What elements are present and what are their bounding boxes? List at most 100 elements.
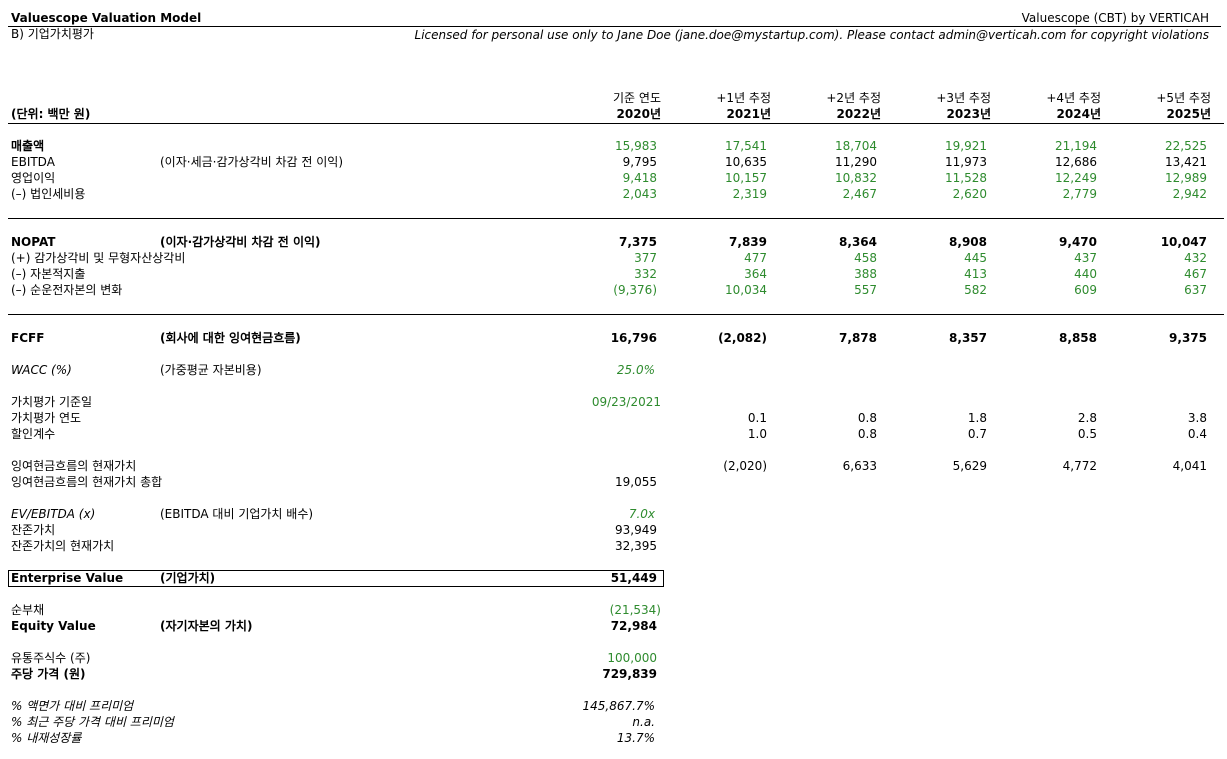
pv-fcff-label: 잉여현금흐름의 현재가치 (11, 459, 137, 473)
table-cell: 582 (964, 283, 987, 297)
ev-ebitda-label: EV/EBITDA (x) (11, 507, 96, 521)
table-cell: 2,043 (622, 187, 657, 201)
table-cell: 19,921 (945, 139, 987, 153)
table-cell: 9,795 (622, 155, 657, 169)
valuation-date-value: 09/23/2021 (591, 395, 661, 409)
table-cell: 432 (1184, 251, 1207, 265)
divider (8, 218, 1224, 219)
valuation-year-label: 가치평가 연도 (11, 411, 82, 425)
section-title: B) 기업가치평가 (11, 27, 94, 41)
row-label: EBITDA (11, 155, 55, 169)
table-cell: 9,375 (1169, 331, 1207, 345)
premium-par-value: 145,867.7% (582, 699, 655, 713)
table-cell: 17,541 (725, 139, 767, 153)
table-cell: 10,635 (725, 155, 767, 169)
table-cell: 8,364 (839, 235, 877, 249)
table-cell: 9,470 (1059, 235, 1097, 249)
col-header-top: +5년 추정 (1156, 91, 1211, 105)
table-cell: 557 (854, 283, 877, 297)
irr-label: % 내재성장률 (11, 731, 82, 745)
unit-label: (단위: 백만 원) (11, 107, 91, 121)
table-cell: 2,319 (732, 187, 767, 201)
row-label: (–) 법인세비용 (11, 187, 86, 201)
wacc-value: 25.0% (616, 363, 655, 377)
license-notice: Licensed for personal use only to Jane D… (414, 28, 1209, 42)
table-cell: 22,525 (1165, 139, 1207, 153)
table-cell: 637 (1184, 283, 1207, 297)
row-label: (–) 순운전자본의 변화 (11, 283, 123, 297)
table-cell: 0.4 (1187, 427, 1207, 441)
share-price-label: 주당 가격 (원) (11, 667, 86, 681)
table-cell: 12,249 (1055, 171, 1097, 185)
table-cell: 3.8 (1187, 411, 1207, 425)
premium-recent-value: n.a. (632, 715, 655, 729)
table-cell: (2,020) (723, 459, 767, 473)
row-desc: (회사에 대한 잉여현금흐름) (160, 331, 301, 345)
table-cell: 0.5 (1077, 427, 1097, 441)
irr-value: 13.7% (616, 731, 655, 745)
table-cell: 0.8 (857, 427, 877, 441)
col-header-top: +1년 추정 (716, 91, 771, 105)
table-cell: 16,796 (610, 331, 657, 345)
equity-value-desc: (자기자본의 가치) (160, 619, 253, 633)
wacc-label: WACC (%) (11, 363, 72, 377)
table-cell: 0.8 (857, 411, 877, 425)
col-header-top: 기준 연도 (613, 91, 661, 105)
brand-label: Valuescope (CBT) by VERTICAH (1021, 11, 1209, 25)
shares-value: 100,000 (607, 651, 657, 665)
row-label: (+) 감가상각비 및 무형자산상각비 (11, 251, 186, 265)
model-title: Valuescope Valuation Model (11, 11, 202, 25)
table-cell: 458 (854, 251, 877, 265)
table-cell: 13,421 (1165, 155, 1207, 169)
discount-factor-label: 할인계수 (11, 427, 56, 441)
table-cell: 437 (1074, 251, 1097, 265)
table-cell: 10,157 (725, 171, 767, 185)
table-cell: 0.1 (747, 411, 767, 425)
col-header-year: 2023년 (946, 107, 991, 121)
premium-par-label: % 액면가 대비 프리미엄 (11, 699, 134, 713)
divider (8, 314, 1224, 315)
table-cell: (9,376) (613, 283, 657, 297)
table-cell: 2,779 (1062, 187, 1097, 201)
table-cell: 413 (964, 267, 987, 281)
table-cell: 2.8 (1077, 411, 1097, 425)
shares-label: 유통주식수 (주) (11, 651, 91, 665)
table-cell: 11,290 (835, 155, 877, 169)
table-cell: 10,034 (725, 283, 767, 297)
table-cell: 4,041 (1172, 459, 1207, 473)
terminal-pv-label: 잔존가치의 현재가치 (11, 539, 115, 553)
table-cell: 11,973 (945, 155, 987, 169)
table-cell: 10,832 (835, 171, 877, 185)
table-cell: 377 (634, 251, 657, 265)
row-label: NOPAT (11, 235, 56, 249)
table-cell: 445 (964, 251, 987, 265)
table-cell: 2,467 (842, 187, 877, 201)
ev-ebitda-desc: (EBITDA 대비 기업가치 배수) (160, 507, 314, 521)
row-label: FCFF (11, 331, 45, 345)
terminal-pv-value: 32,395 (615, 539, 657, 553)
col-header-top: +3년 추정 (936, 91, 991, 105)
equity-value-label: Equity Value (11, 619, 96, 633)
net-debt-label: 순부채 (11, 603, 45, 617)
table-cell: 18,704 (835, 139, 877, 153)
valuation-date-label: 가치평가 기준일 (11, 395, 93, 409)
table-cell: 12,686 (1055, 155, 1097, 169)
table-cell: 467 (1184, 267, 1207, 281)
enterprise-value-desc: (기업가치) (160, 571, 216, 585)
enterprise-value-box (8, 570, 664, 587)
table-cell: 7,839 (729, 235, 767, 249)
table-cell: 332 (634, 267, 657, 281)
table-cell: 5,629 (952, 459, 987, 473)
col-header-top: +2년 추정 (826, 91, 881, 105)
table-cell: 15,983 (615, 139, 657, 153)
row-label: (–) 자본적지출 (11, 267, 86, 281)
table-cell: 4,772 (1062, 459, 1097, 473)
table-cell: (2,082) (718, 331, 767, 345)
table-cell: 609 (1074, 283, 1097, 297)
table-cell: 6,633 (842, 459, 877, 473)
premium-recent-label: % 최근 주당 가격 대비 프리미엄 (11, 715, 174, 729)
pv-sum-label: 잉여현금흐름의 현재가치 총합 (11, 475, 163, 489)
table-cell: 11,528 (945, 171, 987, 185)
table-cell: 1.0 (747, 427, 767, 441)
divider (8, 123, 1224, 124)
